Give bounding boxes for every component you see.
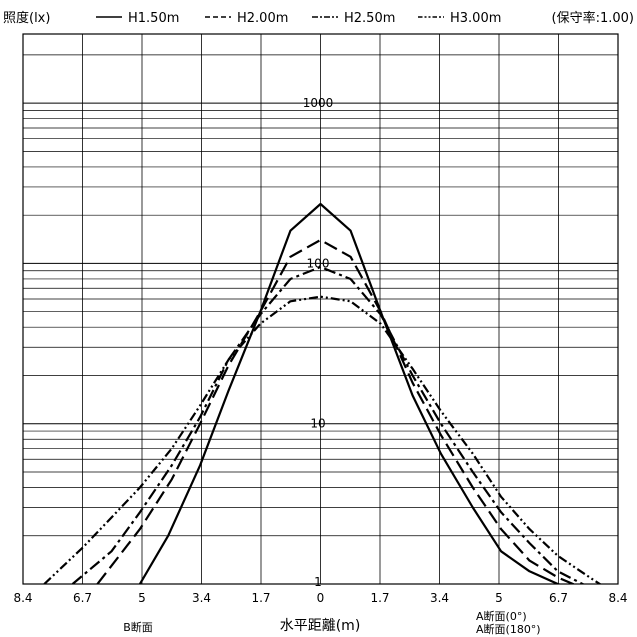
x-tick-label: 8.4 bbox=[608, 591, 627, 605]
y-tick-label: 100 bbox=[307, 256, 330, 270]
x-tick-labels: 8.4 6.7 5 3.4 1.7 0 1.7 3.4 5 6.7 8.4 bbox=[13, 591, 627, 605]
x-axis-label: 水平距離(m) bbox=[280, 617, 361, 634]
x-tick-label: 1.7 bbox=[251, 591, 270, 605]
legend-label: H1.50m bbox=[128, 11, 179, 26]
x-tick-label: 3.4 bbox=[430, 591, 449, 605]
series-line-H3.00m bbox=[43, 295, 602, 584]
x-tick-label: 8.4 bbox=[13, 591, 32, 605]
y-tick-labels: 1 10 100 1000 bbox=[303, 96, 334, 589]
series-line-H1.50m bbox=[138, 202, 562, 584]
x-tick-label: 1.7 bbox=[370, 591, 389, 605]
legend-label: H2.00m bbox=[237, 11, 288, 26]
legend-items: H1.50m H2.00m H2.50m H3.00m bbox=[96, 11, 501, 26]
legend-label: H2.50m bbox=[344, 11, 395, 26]
plot-frame bbox=[22, 33, 619, 585]
right-section-label-0: A断面(0°) bbox=[476, 609, 527, 623]
grid bbox=[22, 34, 619, 584]
y-axis-unit-label: 照度(lx) bbox=[3, 10, 50, 26]
y-tick-label: 1000 bbox=[303, 96, 334, 110]
legend: 照度(lx) H1.50m H2.00m H2.50m H3.00m (保守率:1.0… bbox=[3, 10, 634, 26]
x-tick-label: 0 bbox=[317, 591, 325, 605]
series-line-H2.00m bbox=[96, 238, 576, 584]
x-tick-label: 6.7 bbox=[73, 591, 92, 605]
x-tick-label: 5 bbox=[495, 591, 503, 605]
series-curves bbox=[43, 202, 602, 584]
x-tick-label: 6.7 bbox=[549, 591, 568, 605]
series-line-H2.50m bbox=[71, 265, 585, 584]
x-tick-label: 5 bbox=[138, 591, 146, 605]
maintenance-factor-label: (保守率:1.00) bbox=[552, 10, 634, 26]
left-section-label: B断面 bbox=[123, 620, 153, 634]
legend-label: H3.00m bbox=[450, 11, 501, 26]
y-tick-label: 10 bbox=[310, 417, 325, 431]
x-tick-label: 3.4 bbox=[192, 591, 211, 605]
right-section-label-180: A断面(180°) bbox=[476, 622, 541, 636]
y-tick-label: 1 bbox=[314, 575, 322, 589]
